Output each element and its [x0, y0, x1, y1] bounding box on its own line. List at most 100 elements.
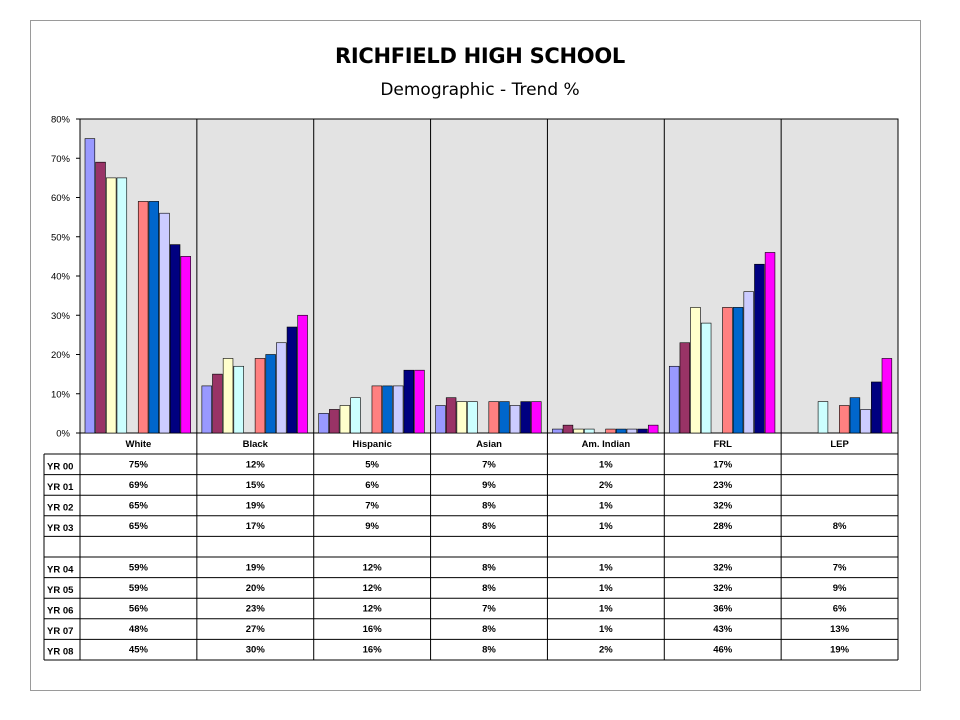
- bar: [637, 428, 648, 434]
- data-label: 19%: [246, 562, 266, 573]
- bar: [531, 401, 542, 434]
- data-label: 28%: [713, 521, 733, 532]
- chart-subtitle: Demographic - Trend %: [380, 80, 580, 100]
- y-tick-label: 60%: [51, 193, 71, 204]
- bar: [764, 252, 776, 434]
- data-label: 12%: [363, 562, 383, 573]
- data-label: 20%: [246, 583, 266, 594]
- bar: [201, 385, 212, 434]
- bar: [265, 354, 276, 434]
- x-category-label: FRL: [713, 439, 732, 450]
- y-tick-label: 20%: [51, 350, 71, 361]
- data-label: 59%: [129, 583, 149, 594]
- data-label: 1%: [599, 501, 613, 512]
- data-label: 7%: [482, 459, 496, 470]
- x-category-label: Hispanic: [352, 439, 392, 450]
- bar: [881, 358, 893, 434]
- bar: [116, 177, 128, 434]
- data-label: 2%: [599, 645, 613, 656]
- bar: [159, 212, 170, 434]
- bar: [732, 307, 744, 434]
- bar: [137, 201, 149, 434]
- data-label: 9%: [482, 480, 496, 491]
- legend-label: YR 08: [47, 647, 73, 658]
- bar: [95, 161, 106, 434]
- data-label: 17%: [246, 521, 266, 532]
- data-label: 15%: [246, 480, 266, 491]
- bar: [435, 405, 446, 434]
- bar: [148, 201, 159, 434]
- x-category-label: LEP: [830, 439, 849, 450]
- chart-title: RICHFIELD HIGH SCHOOL: [334, 44, 625, 68]
- data-label: 13%: [830, 624, 850, 635]
- data-label: 56%: [129, 604, 149, 615]
- data-label: 6%: [833, 604, 847, 615]
- y-tick-label: 10%: [51, 389, 71, 400]
- bar: [520, 401, 531, 434]
- bar: [456, 401, 467, 434]
- bar: [254, 358, 266, 434]
- bar: [605, 428, 616, 434]
- bar: [467, 401, 478, 434]
- legend-label: YR 02: [47, 503, 73, 514]
- y-tick-label: 50%: [51, 232, 71, 243]
- data-label: 1%: [599, 562, 613, 573]
- bar: [169, 244, 181, 434]
- bar: [106, 177, 117, 434]
- bar: [403, 369, 415, 434]
- bar: [212, 373, 223, 434]
- data-label: 36%: [713, 604, 733, 615]
- bar: [817, 401, 829, 434]
- bar: [552, 428, 563, 434]
- data-label: 8%: [482, 562, 496, 573]
- bar: [690, 307, 701, 434]
- data-label: 69%: [129, 480, 149, 491]
- bar: [318, 413, 329, 434]
- data-label: 5%: [365, 459, 379, 470]
- bar: [84, 138, 96, 434]
- data-label: 32%: [713, 583, 733, 594]
- data-label: 8%: [482, 624, 496, 635]
- bar: [626, 428, 638, 434]
- x-category-label: Asian: [476, 439, 502, 450]
- y-tick-label: 0%: [56, 429, 70, 440]
- bar: [584, 428, 595, 434]
- bar: [509, 405, 521, 434]
- bar: [382, 385, 393, 434]
- data-label: 65%: [129, 501, 149, 512]
- legend-label: YR 06: [47, 606, 73, 617]
- legend-label: YR 05: [47, 585, 74, 596]
- data-label: 8%: [482, 645, 496, 656]
- bar: [573, 428, 584, 434]
- data-label: 1%: [599, 604, 613, 615]
- data-label: 23%: [246, 604, 266, 615]
- data-label: 9%: [833, 583, 847, 594]
- data-label: 16%: [363, 645, 383, 656]
- data-label: 1%: [599, 583, 613, 594]
- data-label: 1%: [599, 459, 613, 470]
- bar: [392, 385, 404, 434]
- data-label: 8%: [482, 501, 496, 512]
- data-label: 23%: [713, 480, 733, 491]
- data-label: 59%: [129, 562, 149, 573]
- y-tick-label: 30%: [51, 311, 71, 322]
- legend-label: YR 01: [47, 482, 74, 493]
- data-label: 75%: [129, 459, 149, 470]
- data-label: 12%: [363, 583, 383, 594]
- data-label: 2%: [599, 480, 613, 491]
- data-label: 19%: [246, 501, 266, 512]
- bar: [722, 307, 733, 434]
- data-label: 17%: [713, 459, 733, 470]
- data-label: 8%: [482, 521, 496, 532]
- bar: [339, 405, 351, 434]
- data-label: 65%: [129, 521, 149, 532]
- bar: [668, 365, 680, 434]
- bar: [839, 405, 850, 434]
- bar: [445, 397, 457, 434]
- data-label: 48%: [129, 624, 149, 635]
- bar: [329, 409, 340, 434]
- data-label: 9%: [365, 521, 379, 532]
- data-label: 1%: [599, 521, 613, 532]
- bar: [860, 409, 871, 434]
